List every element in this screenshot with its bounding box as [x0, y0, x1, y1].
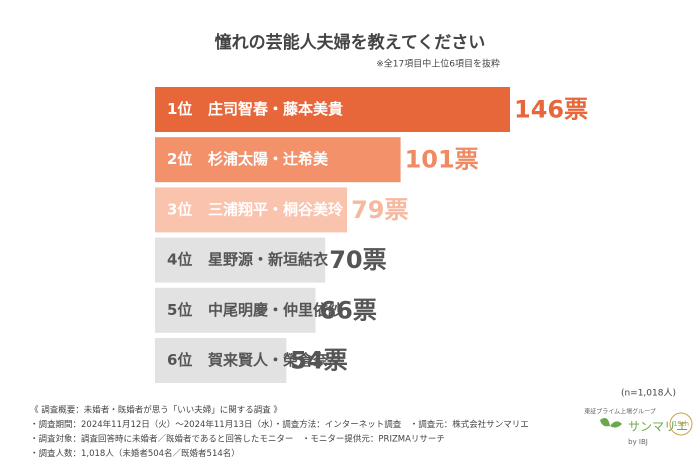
chart-title: 憧れの芸能人夫婦を教えてください — [215, 32, 486, 53]
logo-leaf — [600, 418, 622, 428]
category-label: 杉浦太陽・辻希美 — [208, 150, 329, 168]
rank-label: 5位 — [167, 301, 192, 319]
chart-subtitle: ※全17項目中上位6項目を抜粋 — [376, 58, 500, 70]
logo-anniversary: 13th — [673, 420, 689, 428]
logo-by: by IBJ — [628, 438, 648, 446]
value-label: 54票 — [290, 347, 347, 375]
bar — [155, 137, 401, 183]
category-label: 賀来賢人・榮倉奈々 — [207, 351, 343, 369]
value-label: 101票 — [405, 146, 479, 174]
value-label: 146票 — [514, 96, 588, 124]
value-label: 70票 — [329, 246, 386, 274]
rank-label: 4位 — [167, 251, 192, 269]
logo-brand: サンマリエ — [628, 420, 688, 434]
logo-group: 東証プライム上場グループ — [584, 408, 656, 416]
value-label: 79票 — [351, 196, 408, 224]
rank-label: 1位 — [167, 100, 192, 118]
rank-label: 6位 — [167, 351, 192, 369]
sample-size: (n=1,018人) — [621, 388, 676, 399]
category-label: 星野源・新垣結衣 — [208, 251, 328, 269]
note-line: ・調査人数：1,018人（未婚者504名／既婚者514名） — [30, 448, 240, 459]
category-label: 中尾明慶・仲里依紗 — [208, 301, 343, 319]
bar — [155, 237, 326, 283]
note-line: ・調査期間：2024年11月12日（火）〜2024年11月13日（水）・調査方法… — [30, 419, 529, 430]
bar — [155, 338, 287, 383]
category-label: 三浦翔平・桐谷美玲 — [208, 200, 344, 218]
note-line: 《 調査概要：未婚者・既婚者が思う「いい夫婦」に関する調査 》 — [30, 405, 282, 416]
category-label: 庄司智春・藤本美貴 — [208, 100, 343, 118]
note-line: ・調査対象：調査回答時に未婚者／既婚者であると回答したモニター ・モニター提供元… — [30, 434, 445, 445]
value-label: 66票 — [319, 296, 376, 324]
logo-badge — [669, 412, 693, 436]
logo: 東証プライム上場グループ サンマリエ by IBJ 13th — [584, 408, 693, 446]
bar — [155, 187, 348, 233]
rank-label: 2位 — [167, 150, 192, 168]
bar — [155, 287, 316, 333]
bar — [155, 87, 510, 132]
rank-label: 3位 — [167, 200, 192, 218]
